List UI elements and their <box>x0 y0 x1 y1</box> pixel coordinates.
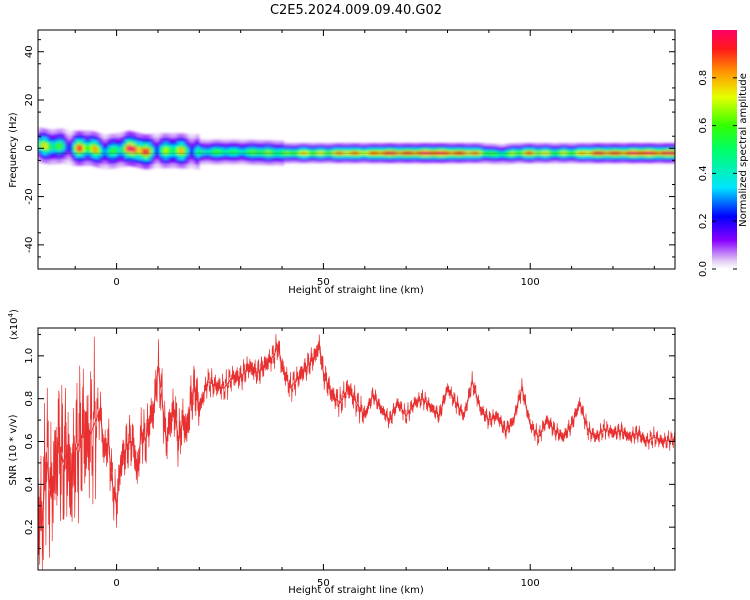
snr-xtick-label: 100 <box>521 578 540 589</box>
snr-xtick-label: 50 <box>317 578 330 589</box>
snr-noise-trace <box>38 334 675 570</box>
snr-ytick-label: 0.6 <box>24 434 35 450</box>
spectrogram-ytick-label: -40 <box>24 237 35 253</box>
spectrogram-xtick-label: 0 <box>113 277 119 288</box>
figure-title: C2E5.2024.009.09.40.G02 <box>270 3 442 18</box>
snr-ytick-label: 0.8 <box>24 391 35 407</box>
snr-ytick-label: 1.0 <box>24 348 35 364</box>
colorbar-tick-label: 0.2 <box>698 213 709 229</box>
spectrogram-frame <box>37 29 676 270</box>
colorbar-gradient <box>712 30 737 269</box>
colorbar-tick-label: 0.6 <box>698 118 709 134</box>
spectrogram-ylabel: Frequency (Hz) <box>8 112 19 188</box>
snr-plot-area <box>38 334 675 570</box>
colorbar-tick-label: 0.0 <box>698 261 709 277</box>
spectrogram-ticks: 0 50 100 -40 -20 0 20 40 <box>24 30 675 288</box>
colorbar-ticks: 0.0 0.2 0.4 0.6 0.8 <box>698 70 737 277</box>
spectrogram-xtick-label: 50 <box>317 277 330 288</box>
snr-ylabel: SNR (10 * v/v) <box>8 414 19 485</box>
snr-xtick-label: 0 <box>113 578 119 589</box>
snr-ytick-label: 0.2 <box>24 519 35 535</box>
snr-ticks: 0 50 100 0.2 0.4 0.6 0.8 1.0 <box>24 328 675 589</box>
spectrogram-ytick-label: 20 <box>24 94 35 107</box>
snr-xlabel: Height of straight line (km) <box>288 585 424 596</box>
spectrogram-ytick-label: -20 <box>24 188 35 204</box>
snr-panel: 0 50 100 0.2 0.4 0.6 0.8 1.0 Height of straight… <box>7 309 676 596</box>
spectrogram-heatmap <box>38 127 675 170</box>
spectrogram-ytick-label: 0 <box>24 145 35 151</box>
snr-multiplier: (x104) <box>7 309 20 340</box>
snr-frame <box>37 327 676 571</box>
spectrogram-ytick-label: 40 <box>24 45 35 58</box>
snr-multiplier-exponent: 4 <box>7 312 15 317</box>
snr-multiplier-base: (x10 <box>9 317 20 340</box>
snr-ytick-label: 0.4 <box>24 476 35 492</box>
svg-text:(x104): (x104) <box>7 309 20 340</box>
spectrogram-xlabel: Height of straight line (km) <box>288 285 424 296</box>
spectrogram-panel: 0 50 100 -40 -20 0 20 40 Height of straight lin… <box>8 29 676 296</box>
colorbar-tick-label: 0.4 <box>698 165 709 181</box>
colorbar: 0.0 0.2 0.4 0.6 0.8 Normalized spectral ampl… <box>698 30 749 277</box>
colorbar-label: Normalized spectral amplitude <box>738 73 749 227</box>
spectrogram-xtick-label: 100 <box>521 277 540 288</box>
colorbar-tick-label: 0.8 <box>698 70 709 86</box>
